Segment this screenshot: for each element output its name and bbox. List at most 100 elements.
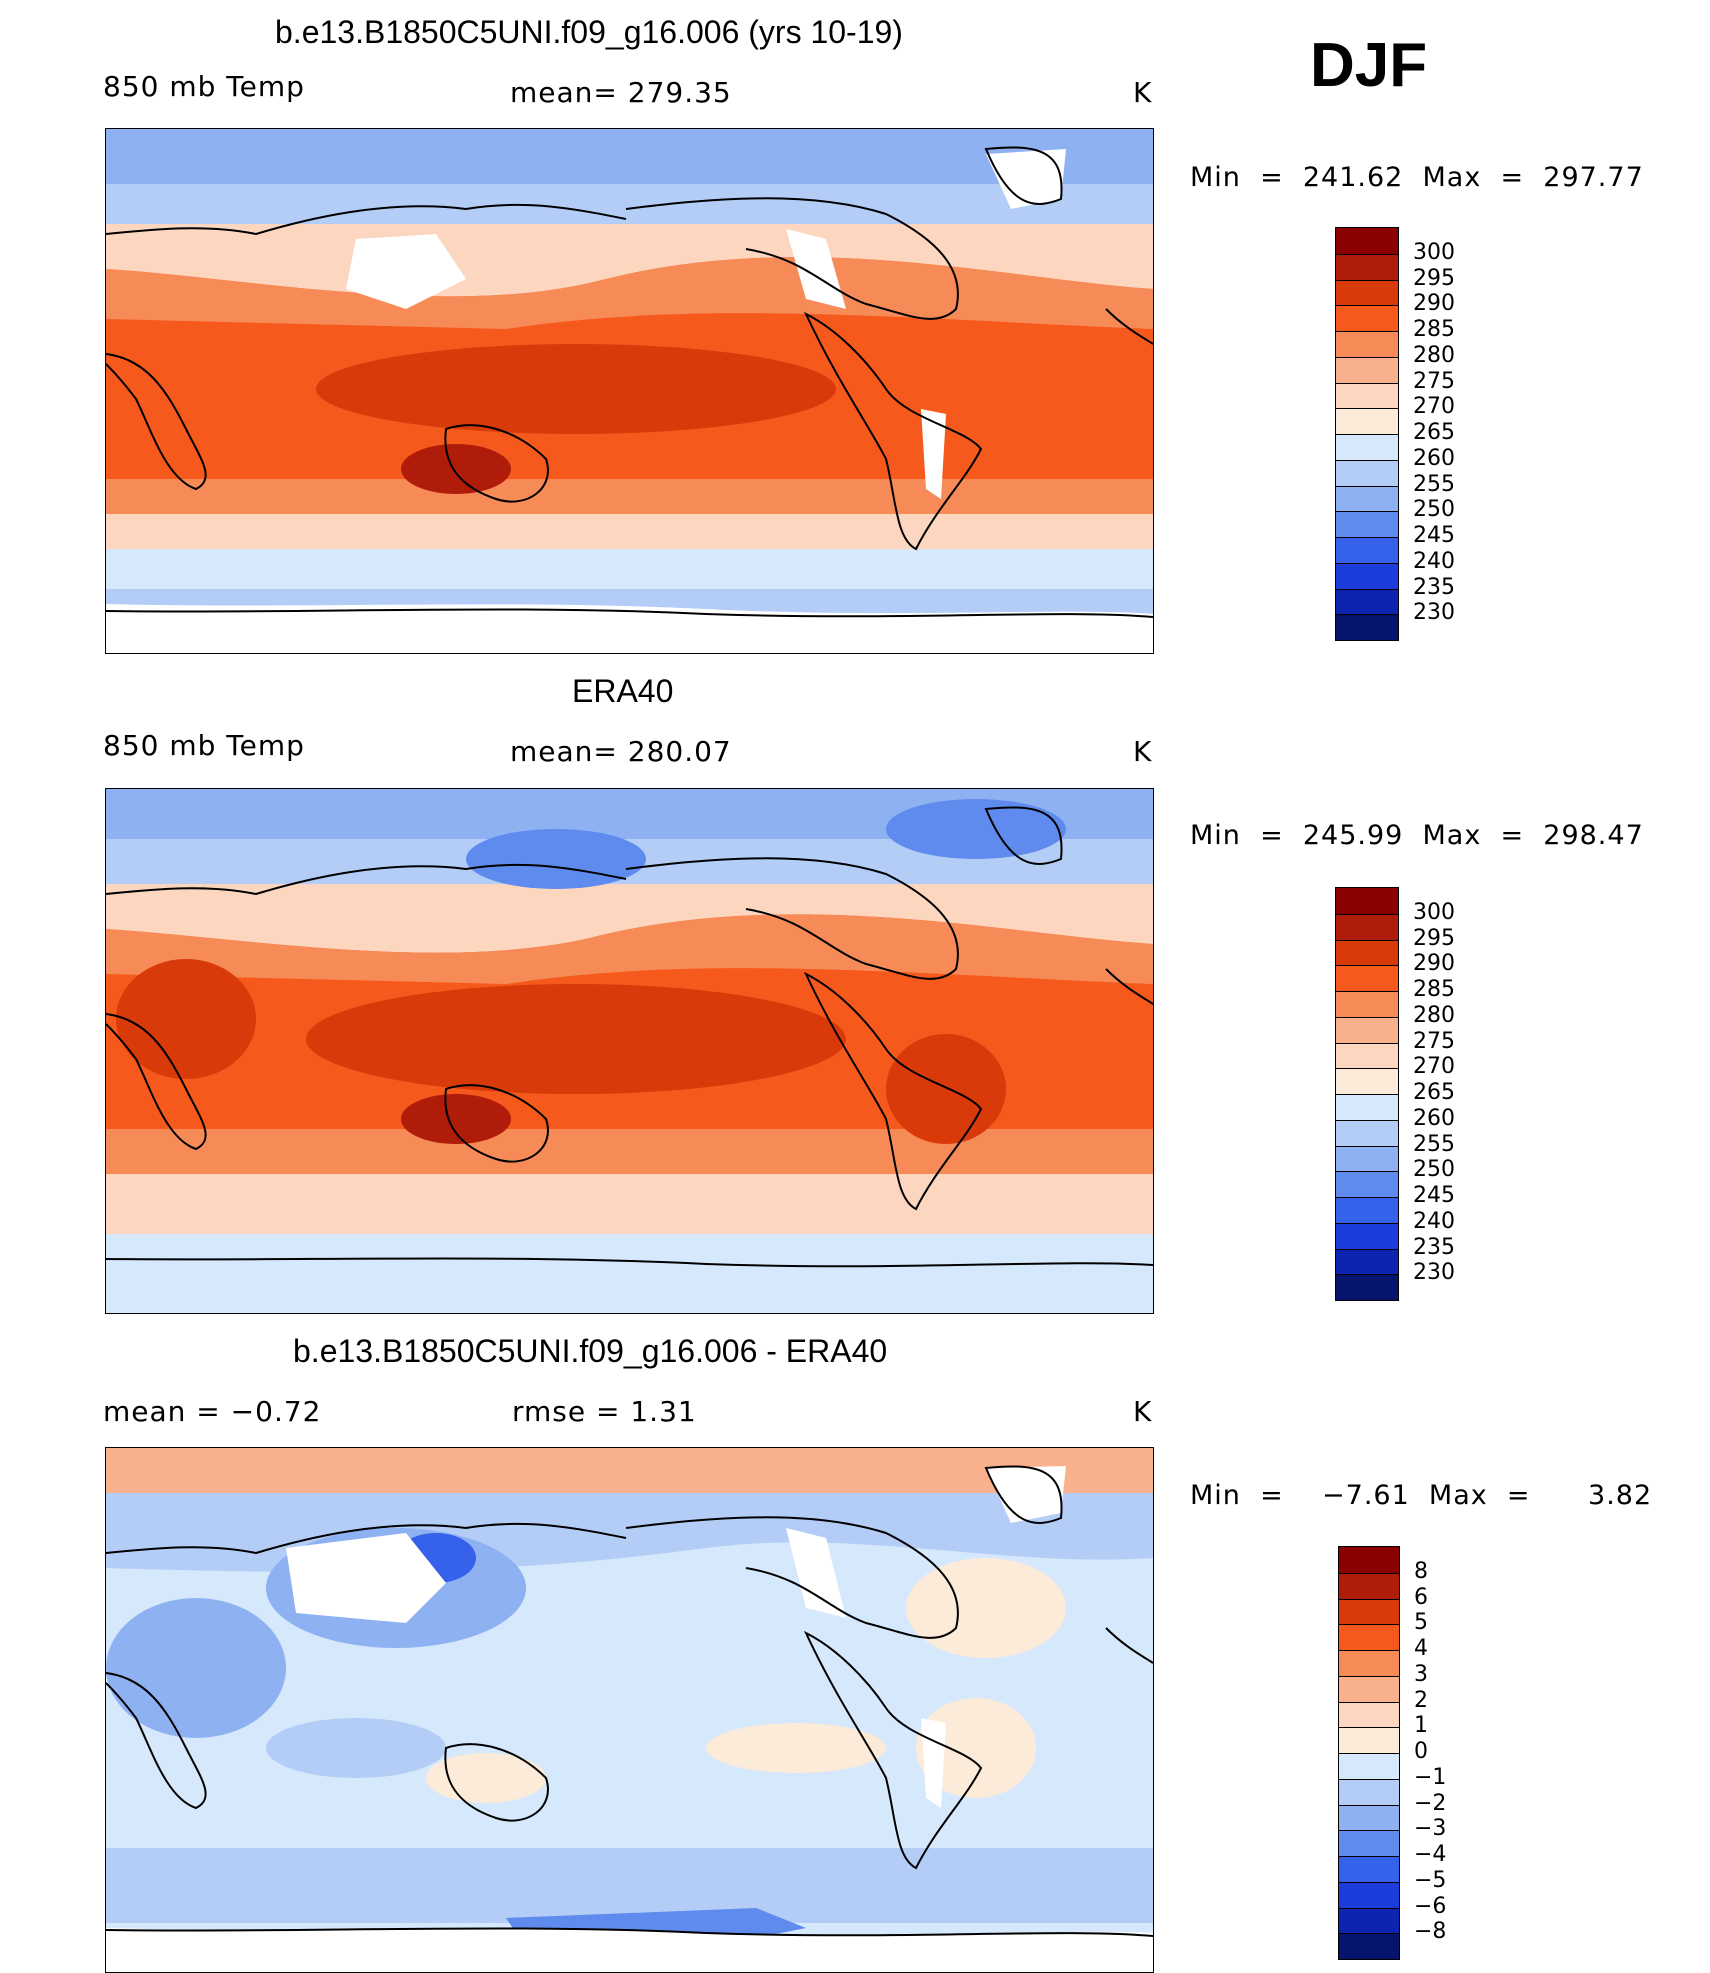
colorbar-cell [1336,434,1398,460]
band-south-warm [106,479,1153,514]
colorbar-tick-label: 290 [1413,291,1455,317]
colorbar-tick-label: 250 [1413,497,1455,523]
colorbar-cell [1336,1068,1398,1094]
colorbar-tick-label: 2 [1414,1687,1428,1713]
band-north-cold [106,129,1153,184]
panel-1-title: b.e13.B1850C5UNI.f09_g16.006 (yrs 10-19) [275,14,903,50]
band-south-cool [106,1234,1153,1313]
coastlines [106,146,1153,618]
colorbar-cell [1339,1753,1399,1779]
band-north-cool [106,184,1153,224]
panel-3-map [105,1447,1154,1973]
panel-2-mean-label: mean= 280.07 [510,735,732,768]
pacific-warm-pool [316,344,836,434]
colorbar-cell [1336,939,1398,966]
panel-3-rmse-label: rmse = 1.31 [512,1395,697,1428]
colorbar-cell [1336,537,1398,563]
colorbar-tick-label: −5 [1414,1867,1447,1893]
colorbar-cell [1339,1727,1399,1753]
panel-1-units: K [1133,76,1153,109]
colorbar-tick-label: 235 [1413,574,1455,600]
colorbar-cell [1339,1933,1399,1959]
greenland-missing [986,1466,1066,1523]
colorbar-tick-label: 280 [1413,342,1455,368]
colorbar-cell [1336,1222,1398,1249]
colorbar-tick-label: −1 [1414,1764,1447,1790]
band-north-mild [106,884,1153,953]
colorbar-tick-label: 285 [1413,977,1455,1002]
band-south-mild [106,514,1153,549]
colorbar-tick-label: 230 [1413,600,1455,626]
amazon-hot [886,1034,1006,1144]
colorbar-cell [1336,1016,1398,1043]
colorbar-cell [1336,1119,1398,1146]
southern-negative [106,1848,1153,1923]
north-cold-core [466,829,646,889]
colorbar-cell [1336,485,1398,512]
colorbar-cell [1336,382,1398,409]
colorbar-cell [1336,331,1398,357]
band-south-mild [106,1174,1153,1234]
colorbar-cell [1336,1197,1398,1223]
band-south-warm [106,1129,1153,1174]
colorbar-cell [1339,1804,1399,1831]
indian-ocean-negative [266,1718,446,1778]
colorbar-cell [1339,1856,1399,1882]
colorbar-tick-label: 235 [1413,1234,1455,1260]
colorbar-tick-label: 285 [1413,317,1455,342]
colorbar-cell [1336,588,1398,615]
band-south-cool [106,549,1153,589]
colorbar-cell [1336,965,1398,991]
colorbar-cell [1336,228,1398,254]
colorbar-cell [1339,1907,1399,1934]
pacific-warm-pool [306,984,846,1094]
andes-missing [921,409,946,499]
colorbar-cell [1339,1598,1399,1625]
colorbar-tick-label: 295 [1413,925,1455,951]
panel-3-mean-label: mean = −0.72 [103,1395,322,1428]
colorbar-cell [1336,1274,1398,1300]
colorbar-tick-label: 245 [1413,523,1455,548]
colorbar-cell [1339,1701,1399,1728]
panel-2-title: ERA40 [572,673,674,709]
colorbar-cell [1339,1547,1399,1573]
colorbar-tick-label: 260 [1413,1105,1455,1131]
colorbar-tick-label: 280 [1413,1002,1455,1028]
panel-2-units: K [1133,735,1153,768]
colorbar-tick-label: 255 [1413,471,1455,497]
colorbar-tick-label: 5 [1414,1610,1428,1636]
colorbar-tick-label: 275 [1413,1028,1455,1054]
australia-hot [401,1094,511,1144]
colorbar-tick-label: 265 [1413,1080,1455,1105]
colorbar-tick-label: 250 [1413,1157,1455,1183]
colorbar-tick-label: 240 [1413,548,1455,574]
australia-positive [426,1753,546,1803]
colorbar-cell [1336,1145,1398,1172]
colorbar-cell [1336,356,1398,383]
colorbar-tick-label: 3 [1414,1661,1428,1687]
andes-missing [921,1718,946,1808]
colorbar-cell [1336,1171,1398,1197]
colorbar-cell [1339,1881,1399,1908]
colorbar-tick-label: −8 [1414,1919,1447,1945]
colorbar-tick-label: 290 [1413,951,1455,977]
australia-hot [401,444,511,494]
panel-1-minmax: Min = 241.62 Max = 297.77 [1190,162,1644,193]
greenland-missing [986,149,1066,209]
colorbar-cell [1336,888,1398,914]
band-north-warm [106,914,1153,984]
colorbar-tick-label: 265 [1413,420,1455,445]
africa-negative [106,1598,286,1738]
colorbar-cell [1336,305,1398,331]
colorbar-tick-label: 230 [1413,1260,1455,1286]
season-label: DJF [1310,31,1428,100]
colorbar-tick-label: 0 [1414,1739,1428,1764]
coastlines [106,1465,1153,1937]
colorbar-cell [1336,511,1398,537]
colorbar-cell [1339,1778,1399,1805]
colorbar-cell [1336,991,1398,1017]
colorbar-cell [1336,562,1398,589]
pacific-positive [706,1723,886,1773]
panel-3-minmax: Min = −7.61 Max = 3.82 [1190,1480,1653,1511]
colorbar-tick-label: 275 [1413,368,1455,394]
